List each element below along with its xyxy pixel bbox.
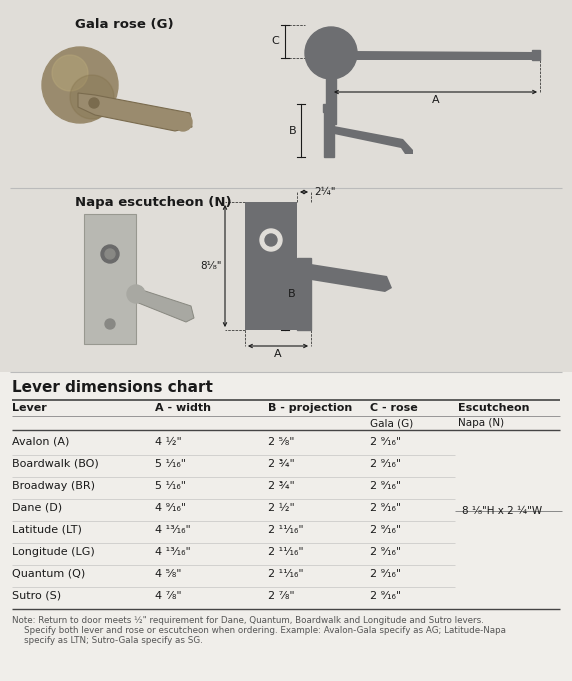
Bar — [297, 258, 311, 266]
Text: 5 ¹⁄₁₆": 5 ¹⁄₁₆" — [155, 459, 186, 469]
Circle shape — [105, 319, 115, 329]
Polygon shape — [334, 118, 413, 154]
Text: Napa (N): Napa (N) — [458, 418, 504, 428]
Circle shape — [101, 245, 119, 263]
Text: 2 ⁹⁄₁₆": 2 ⁹⁄₁₆" — [370, 459, 401, 469]
Bar — [0, 372, 572, 681]
Text: 4 ⁵⁄₈": 4 ⁵⁄₈" — [155, 569, 181, 579]
Text: 2 ¹¹⁄₁₆": 2 ¹¹⁄₁₆" — [268, 525, 304, 535]
Circle shape — [89, 98, 99, 108]
Text: 2 ⁹⁄₁₆": 2 ⁹⁄₁₆" — [370, 525, 401, 535]
Bar — [84, 214, 136, 344]
Text: B: B — [288, 125, 296, 136]
Text: Specify both lever and rose or escutcheon when ordering. Example: Avalon-Gala sp: Specify both lever and rose or escutcheo… — [24, 626, 506, 635]
Bar — [297, 274, 311, 330]
Text: 2 ⁷⁄₈": 2 ⁷⁄₈" — [268, 591, 295, 601]
Text: 8¹⁄₈": 8¹⁄₈" — [201, 261, 222, 271]
Circle shape — [42, 47, 118, 123]
Text: Lever: Lever — [12, 403, 47, 413]
Bar — [324, 112, 334, 157]
Text: 2 ¹¹⁄₁₆": 2 ¹¹⁄₁₆" — [268, 547, 304, 557]
Polygon shape — [78, 93, 192, 131]
Text: 2 ¹¹⁄₁₆": 2 ¹¹⁄₁₆" — [268, 569, 304, 579]
Text: specify as LTN; Sutro-Gala specify as SG.: specify as LTN; Sutro-Gala specify as SG… — [24, 636, 202, 645]
Text: 4 ⁷⁄₈": 4 ⁷⁄₈" — [155, 591, 182, 601]
Text: 2 ⁹⁄₁₆": 2 ⁹⁄₁₆" — [370, 569, 401, 579]
Text: Gala rose (G): Gala rose (G) — [75, 18, 174, 31]
Text: Longitude (LG): Longitude (LG) — [12, 547, 95, 557]
Text: 4 ½": 4 ½" — [155, 437, 182, 447]
Text: Note: Return to door meets ½" requirement for Dane, Quantum, Boardwalk and Longi: Note: Return to door meets ½" requiremen… — [12, 616, 484, 625]
Circle shape — [105, 249, 115, 259]
Circle shape — [70, 75, 114, 119]
Text: 5 ¹⁄₁₆": 5 ¹⁄₁₆" — [155, 481, 186, 491]
Text: C - rose: C - rose — [370, 403, 418, 413]
Circle shape — [265, 234, 277, 246]
Text: Latitude (LT): Latitude (LT) — [12, 525, 82, 535]
Text: 8 ¹⁄₈"H x 2 ¼"W: 8 ¹⁄₈"H x 2 ¼"W — [462, 506, 542, 516]
Bar — [322, 42, 340, 50]
Text: Dane (D): Dane (D) — [12, 503, 62, 513]
Text: Broadway (BR): Broadway (BR) — [12, 481, 95, 491]
Bar — [323, 104, 335, 112]
Text: 4 ¹³⁄₁₆": 4 ¹³⁄₁₆" — [155, 525, 190, 535]
Text: 2 ⁹⁄₁₆": 2 ⁹⁄₁₆" — [370, 591, 401, 601]
Polygon shape — [352, 51, 535, 60]
Text: 4 ¹³⁄₁₆": 4 ¹³⁄₁₆" — [155, 547, 190, 557]
Circle shape — [260, 229, 282, 251]
Text: B - projection: B - projection — [268, 403, 352, 413]
Text: Sutro (S): Sutro (S) — [12, 591, 61, 601]
Text: 2 ¾": 2 ¾" — [268, 459, 295, 469]
Text: Lever dimensions chart: Lever dimensions chart — [12, 380, 213, 395]
Bar — [297, 266, 311, 274]
Text: 2¼": 2¼" — [314, 187, 336, 197]
Polygon shape — [311, 264, 392, 292]
Text: Gala (G): Gala (G) — [370, 418, 413, 428]
Circle shape — [174, 113, 192, 131]
Polygon shape — [136, 288, 194, 322]
Circle shape — [52, 55, 88, 91]
Text: A: A — [274, 349, 282, 359]
Text: C: C — [271, 37, 279, 46]
Text: Escutcheon: Escutcheon — [458, 403, 530, 413]
Text: 2 ⁹⁄₁₆": 2 ⁹⁄₁₆" — [370, 503, 401, 513]
Text: 2 ⁹⁄₁₆": 2 ⁹⁄₁₆" — [370, 437, 401, 447]
Text: A - width: A - width — [155, 403, 211, 413]
Text: 2 ⁵⁄₈": 2 ⁵⁄₈" — [268, 437, 295, 447]
Text: A: A — [432, 95, 439, 105]
Text: 2 ¾": 2 ¾" — [268, 481, 295, 491]
Circle shape — [127, 285, 145, 303]
Text: 2 ⁹⁄₁₆": 2 ⁹⁄₁₆" — [370, 481, 401, 491]
Text: 2 ½": 2 ½" — [268, 503, 295, 513]
Text: 4 ⁹⁄₁₆": 4 ⁹⁄₁₆" — [155, 503, 186, 513]
Text: Avalon (A): Avalon (A) — [12, 437, 69, 447]
Circle shape — [305, 27, 357, 79]
Bar — [326, 50, 336, 124]
Text: Boardwalk (BO): Boardwalk (BO) — [12, 459, 99, 469]
Text: Napa escutcheon (N): Napa escutcheon (N) — [75, 196, 232, 209]
Text: Quantum (Q): Quantum (Q) — [12, 569, 85, 579]
Text: B: B — [288, 289, 296, 299]
Text: 2 ⁹⁄₁₆": 2 ⁹⁄₁₆" — [370, 547, 401, 557]
Bar — [245, 202, 297, 330]
Bar — [532, 50, 540, 60]
